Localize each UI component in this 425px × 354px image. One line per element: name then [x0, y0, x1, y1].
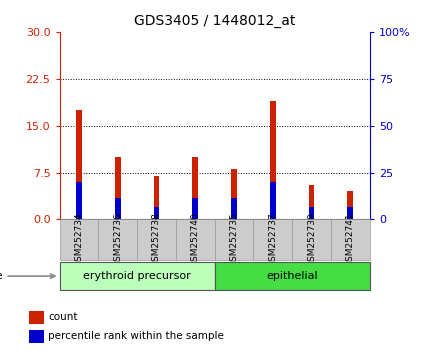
- Bar: [215, 219, 253, 260]
- Bar: [309, 207, 314, 219]
- Bar: [270, 101, 276, 219]
- Bar: [193, 198, 198, 219]
- Bar: [270, 182, 276, 219]
- Text: GSM252736: GSM252736: [113, 212, 122, 267]
- Bar: [331, 219, 370, 260]
- Bar: [76, 110, 82, 219]
- Bar: [153, 207, 159, 219]
- Bar: [29, 330, 44, 343]
- Text: GSM252734: GSM252734: [74, 212, 83, 267]
- Text: GSM252741: GSM252741: [346, 212, 355, 267]
- Bar: [60, 262, 215, 290]
- Text: GSM252735: GSM252735: [230, 212, 238, 267]
- Bar: [348, 191, 353, 219]
- Bar: [231, 198, 237, 219]
- Bar: [115, 198, 121, 219]
- Bar: [137, 219, 176, 260]
- Text: cell type: cell type: [0, 271, 55, 281]
- Text: GSM252737: GSM252737: [268, 212, 277, 267]
- Bar: [215, 262, 370, 290]
- Text: GSM252740: GSM252740: [191, 212, 200, 267]
- Bar: [98, 219, 137, 260]
- Bar: [153, 176, 159, 219]
- Bar: [29, 311, 44, 324]
- Bar: [348, 207, 353, 219]
- Bar: [231, 170, 237, 219]
- Bar: [292, 219, 331, 260]
- Text: percentile rank within the sample: percentile rank within the sample: [48, 331, 224, 341]
- Title: GDS3405 / 1448012_at: GDS3405 / 1448012_at: [134, 14, 295, 28]
- Bar: [309, 185, 314, 219]
- Bar: [115, 157, 121, 219]
- Bar: [176, 219, 215, 260]
- Bar: [253, 219, 292, 260]
- Text: epithelial: epithelial: [266, 271, 318, 281]
- Bar: [60, 219, 98, 260]
- Text: GSM252739: GSM252739: [307, 212, 316, 267]
- Text: GSM252738: GSM252738: [152, 212, 161, 267]
- Bar: [76, 182, 82, 219]
- Text: erythroid precursor: erythroid precursor: [83, 271, 191, 281]
- Bar: [193, 157, 198, 219]
- Text: count: count: [48, 312, 77, 322]
